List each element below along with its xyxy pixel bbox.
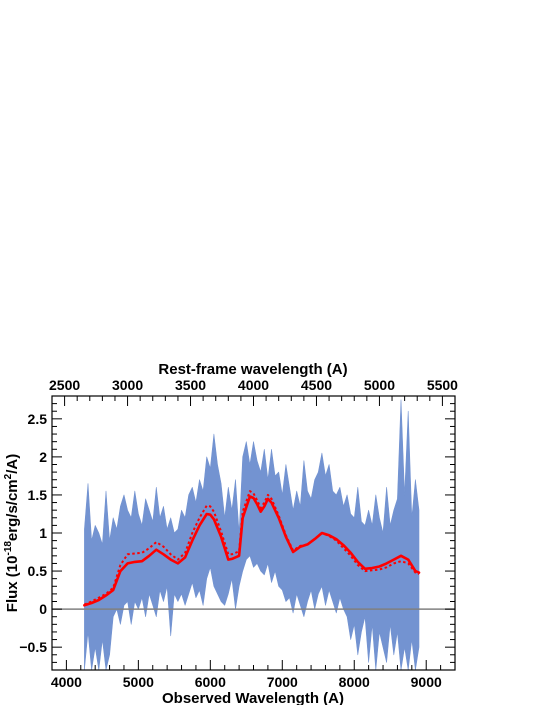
- y-tick-label: −0.5: [19, 639, 47, 655]
- x2-tick-label: 5000: [364, 377, 395, 393]
- x-tick-label: 5000: [123, 674, 154, 690]
- x-tick-label: 4000: [51, 674, 82, 690]
- axis-ticks: 4000 5000 6000 7000 8000 9000 2500 3000 3500 4000…: [19, 377, 458, 690]
- top-axis-title: Rest-frame wavelength (A): [158, 361, 347, 378]
- y-axis-title-exponent2: 2: [3, 473, 14, 479]
- y-tick-label: 1.5: [28, 487, 48, 503]
- model-series-layer: [83, 490, 421, 607]
- y-tick-label: 0.5: [28, 563, 48, 579]
- y-tick-label: 2.5: [28, 411, 48, 427]
- x2-tick-label: 4500: [301, 377, 332, 393]
- x-tick-label: 9000: [411, 674, 442, 690]
- y-axis-title-part1: Flux (10: [4, 556, 21, 613]
- x2-tick-label: 3000: [112, 377, 143, 393]
- x-tick-label: 8000: [339, 674, 370, 690]
- y-axis-title: Flux (10-18erg/s/cm2/A): [3, 454, 21, 612]
- bottom-axis-title: Observed Wavelength (A): [162, 690, 344, 705]
- x2-tick-label: 2500: [49, 377, 80, 393]
- x2-tick-label: 3500: [175, 377, 206, 393]
- y-axis-title-exponent: -18: [3, 541, 14, 556]
- x-tick-label: 6000: [195, 674, 226, 690]
- x2-tick-label: 4000: [238, 377, 269, 393]
- y-tick-label: 1: [39, 525, 47, 541]
- y-axis-title-part2: erg/s/cm: [4, 479, 21, 541]
- y-axis-title-part3: /A): [4, 454, 21, 474]
- x-tick-label: 7000: [267, 674, 298, 690]
- y-tick-label: 2: [39, 449, 47, 465]
- spectrum-band: [84, 399, 420, 670]
- model-line-dotted: [84, 490, 420, 606]
- spectrum-band-layer: [84, 399, 420, 670]
- x2-tick-label: 5500: [427, 377, 458, 393]
- y-tick-label: 0: [39, 601, 47, 617]
- model-line-solid: [83, 495, 421, 607]
